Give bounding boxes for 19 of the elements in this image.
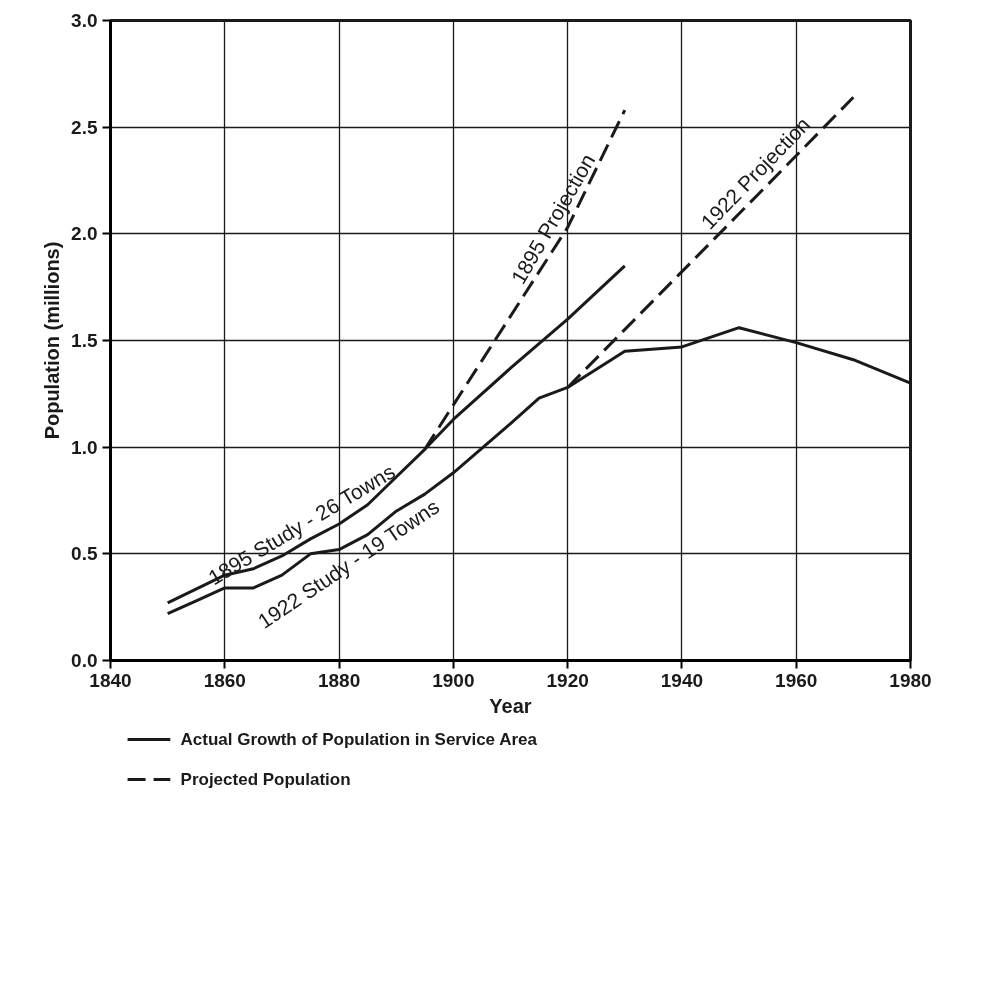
x-tick-label: 1900 (432, 669, 475, 691)
x-tick-label: 1880 (317, 669, 361, 691)
legend-label: Projected Population (180, 770, 351, 789)
y-tick-label: 2.5 (71, 116, 98, 138)
x-tick-label: 1860 (203, 669, 246, 691)
y-tick-label: 3.0 (71, 10, 98, 31)
y-tick-label: 0.5 (71, 543, 98, 565)
y-tick-label: 0.0 (71, 650, 98, 671)
y-axis-title: Population (millions) (41, 241, 64, 440)
y-tick-label: 2.0 (71, 223, 98, 245)
y-tick-label: 1.5 (71, 330, 98, 351)
x-tick-label: 1960 (775, 669, 818, 691)
legend-label: Actual Growth of Population in Service Area (180, 730, 538, 749)
x-axis-title: Year (489, 694, 532, 717)
x-tick-label: 1840 (89, 669, 132, 691)
x-tick-label: 1980 (889, 669, 932, 691)
x-tick-label: 1920 (546, 669, 589, 691)
x-tick-label: 1940 (660, 669, 704, 691)
y-tick-label: 1.0 (71, 436, 98, 458)
